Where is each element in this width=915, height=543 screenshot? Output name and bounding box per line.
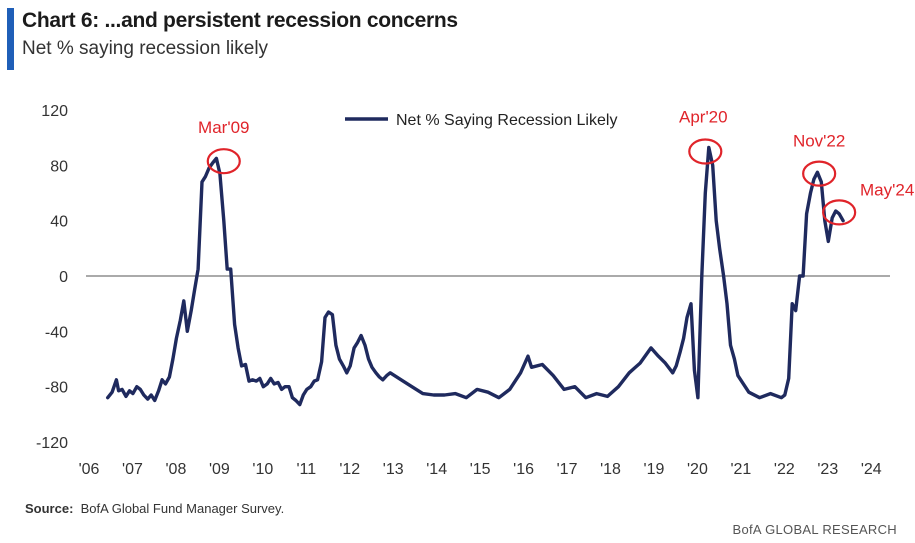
chart-subtitle: Net % saying recession likely	[22, 38, 269, 59]
y-tick-label: 0	[59, 269, 68, 286]
x-tick-label: '18	[600, 461, 621, 478]
x-tick-label: '06	[79, 461, 100, 478]
annotation-label: Apr'20	[679, 108, 728, 127]
y-tick-label: 40	[50, 214, 68, 231]
x-tick-label: '21	[730, 461, 751, 478]
y-tick-label: -40	[45, 324, 68, 341]
source-note: Source: BofA Global Fund Manager Survey.	[25, 501, 284, 516]
x-tick-label: '24	[861, 461, 882, 478]
source-label: Source:	[25, 501, 74, 516]
x-tick-label: '17	[557, 461, 578, 478]
x-tick-label: '08	[165, 461, 186, 478]
annotation-circle	[206, 148, 241, 175]
legend-label: Net % Saying Recession Likely	[396, 112, 617, 129]
y-tick-label: -80	[45, 380, 68, 397]
x-tick-label: '12	[339, 461, 360, 478]
y-tick-label: -120	[36, 435, 68, 452]
y-tick-label: 80	[50, 158, 68, 175]
x-tick-label: '10	[252, 461, 273, 478]
x-tick-label: '23	[817, 461, 838, 478]
x-tick-label: '19	[644, 461, 665, 478]
source-text: BofA Global Fund Manager Survey.	[80, 501, 285, 516]
annotation-circle	[688, 138, 723, 165]
annotation-circle	[802, 160, 837, 187]
annotation-label: Mar'09	[198, 118, 249, 137]
brand-label: BofA GLOBAL RESEARCH	[732, 522, 897, 537]
y-tick-label: 120	[41, 103, 68, 120]
series-line	[106, 145, 845, 407]
x-tick-label: '09	[209, 461, 230, 478]
x-tick-label: '14	[426, 461, 447, 478]
x-tick-label: '22	[774, 461, 795, 478]
annotation-label: May'24	[860, 180, 914, 199]
annotation-circle	[822, 199, 857, 226]
x-tick-label: '20	[687, 461, 708, 478]
x-tick-label: '11	[296, 461, 316, 478]
annotation-label: Nov'22	[793, 132, 845, 151]
x-tick-label: '13	[383, 461, 404, 478]
x-tick-label: '16	[513, 461, 534, 478]
x-tick-label: '07	[122, 461, 143, 478]
line-chart: 120 80 40 0 -40 -80 -120 '06 '07 '08 '09 '10 '11 '12 '…	[36, 103, 914, 478]
chart-title: Chart 6: ...and persistent recession con…	[22, 9, 458, 32]
x-tick-label: '15	[470, 461, 491, 478]
accent-bar	[7, 8, 14, 70]
